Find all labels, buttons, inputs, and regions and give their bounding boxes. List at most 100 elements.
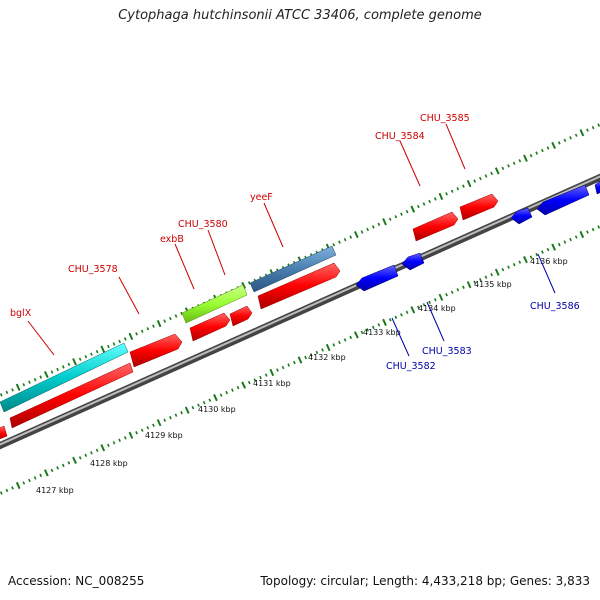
minor-tick <box>400 212 403 216</box>
major-tick <box>551 243 557 251</box>
minor-tick <box>197 403 200 407</box>
minor-tick <box>152 423 155 427</box>
minor-tick <box>512 161 516 165</box>
gene-arrow <box>229 305 253 327</box>
gene-arrow <box>594 180 600 195</box>
minor-tick <box>557 141 561 145</box>
minor-tick <box>253 378 257 382</box>
minor-tick <box>546 247 550 252</box>
minor-tick <box>95 448 99 453</box>
major-tick <box>382 318 387 327</box>
gene-label-chu-3578: CHU_3578 <box>68 264 118 275</box>
minor-tick <box>417 305 420 310</box>
minor-tick <box>78 357 82 361</box>
major-tick <box>128 431 134 439</box>
major-tick <box>100 345 106 353</box>
minor-tick <box>56 367 60 372</box>
minor-tick <box>11 486 14 490</box>
major-tick <box>325 343 331 352</box>
minor-tick <box>343 338 347 342</box>
major-tick <box>241 281 247 290</box>
minor-tick <box>146 327 150 331</box>
gene-arrow <box>459 193 499 221</box>
minor-tick <box>231 388 234 392</box>
forward-tick-ring <box>0 123 600 397</box>
major-tick <box>156 319 162 328</box>
minor-tick <box>225 390 229 395</box>
minor-tick <box>135 332 138 336</box>
gene-label-chu-3585: CHU_3585 <box>420 113 470 124</box>
minor-tick <box>416 204 420 209</box>
major-tick <box>156 419 162 427</box>
minor-tick <box>501 166 505 171</box>
major-tick <box>523 255 528 264</box>
reverse-gene-labels: CHU_3582 CHU_3583 CHU_3586 <box>386 253 580 372</box>
minor-tick <box>123 337 127 341</box>
minor-tick <box>360 330 364 335</box>
minor-tick <box>174 413 178 417</box>
minor-tick <box>118 339 122 344</box>
minor-tick <box>507 164 510 168</box>
minor-tick <box>388 217 392 221</box>
minor-tick <box>484 275 488 279</box>
minor-tick <box>208 398 212 402</box>
minor-tick <box>123 436 127 440</box>
kbp-label: 4136 kbp <box>530 257 568 266</box>
major-tick <box>353 230 359 239</box>
minor-tick <box>259 375 262 380</box>
minor-tick <box>405 310 409 315</box>
gene-label-chu-3583: CHU_3583 <box>422 346 472 357</box>
gene-arrow <box>536 184 590 216</box>
kbp-label: 4130 kbp <box>198 405 236 414</box>
minor-tick <box>490 272 493 277</box>
minor-tick <box>343 237 347 242</box>
kbp-label: 4129 kbp <box>145 431 183 440</box>
minor-tick <box>11 388 14 392</box>
gene-arrow <box>401 252 425 271</box>
minor-tick <box>332 243 336 247</box>
minor-tick <box>112 441 116 445</box>
minor-tick <box>540 148 544 153</box>
minor-tick <box>180 410 183 415</box>
minor-tick <box>174 314 178 318</box>
gene-arrow <box>412 211 459 242</box>
minor-tick <box>541 250 544 254</box>
minor-tick <box>371 225 375 229</box>
minor-tick <box>95 349 99 354</box>
major-tick <box>213 393 218 402</box>
minor-tick <box>315 350 319 355</box>
minor-tick <box>5 488 9 493</box>
minor-tick <box>140 329 144 333</box>
major-tick <box>241 381 247 389</box>
major-tick <box>269 368 275 377</box>
gene-label-chu-3586: CHU_3586 <box>530 301 580 312</box>
forward-strand-genes <box>0 193 499 440</box>
minor-tick <box>163 418 167 422</box>
major-tick <box>128 332 134 341</box>
minor-tick <box>309 353 313 357</box>
minor-tick <box>287 363 291 367</box>
major-tick <box>410 306 416 314</box>
minor-tick <box>33 377 37 382</box>
minor-tick <box>50 370 54 374</box>
gene-arrow <box>0 425 8 440</box>
minor-tick <box>597 225 600 229</box>
minor-tick <box>591 227 595 232</box>
kbp-label: 4132 kbp <box>308 353 346 362</box>
gene-label-bglX: bglX <box>10 308 32 319</box>
major-tick <box>438 192 444 201</box>
minor-tick <box>473 280 477 284</box>
minor-tick <box>107 443 110 448</box>
minor-tick <box>518 260 522 264</box>
major-tick <box>494 167 500 175</box>
minor-tick <box>569 237 572 242</box>
minor-tick <box>428 199 432 204</box>
major-tick <box>410 205 416 213</box>
major-tick <box>523 154 528 162</box>
minor-tick <box>428 300 431 305</box>
minor-tick <box>202 400 206 405</box>
minor-tick <box>112 342 116 346</box>
gene-label-exbB: exbB <box>160 234 184 245</box>
minor-tick <box>22 383 26 387</box>
minor-tick <box>597 123 600 127</box>
